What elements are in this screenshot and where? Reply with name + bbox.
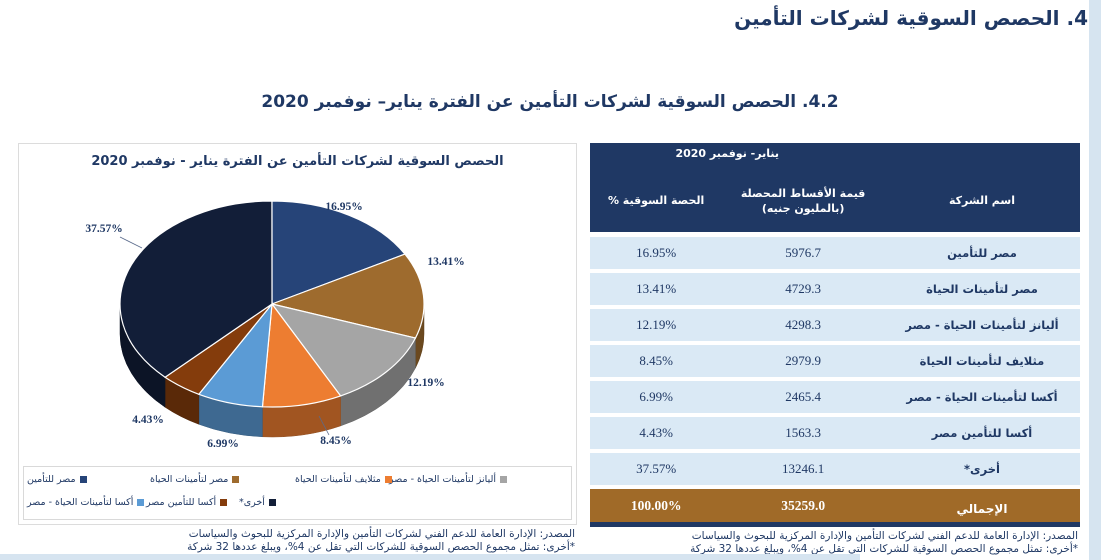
page-edge-strip-bottom bbox=[0, 554, 860, 560]
legend-color-swatch bbox=[268, 499, 276, 506]
cell-company: مثلايف لتأمينات الحياة bbox=[919, 354, 1045, 368]
chart-source-line: المصدر: الإدارة العامة للدعم الفني لشركا… bbox=[188, 528, 575, 540]
cell-premiums: 2979.9 bbox=[785, 353, 822, 368]
legend-label: مثلايف لتأمينات الحياة bbox=[295, 474, 381, 485]
legend-color-swatch bbox=[232, 476, 240, 483]
column-header-share: الحصة السوقية % bbox=[607, 194, 705, 207]
legend-label: أكسا لتأمينات الحياة - مصر bbox=[27, 497, 134, 508]
table-row: 4.43% 1563.3 أكسا للتأمين مصر bbox=[590, 417, 1080, 449]
legend-label: مصر لتأمينات الحياة bbox=[150, 474, 229, 485]
pie-slice bbox=[271, 200, 406, 305]
pie-data-label: 12.19% bbox=[407, 377, 444, 389]
table-row: 37.57% 13246.1 أخرى* bbox=[590, 453, 1080, 485]
pie-slice bbox=[270, 303, 417, 397]
cell-share: 13.41% bbox=[636, 281, 677, 296]
pie-data-label: 8.45% bbox=[320, 435, 352, 447]
table-header: يناير- نوفمبر 2020 الحصة السوقية % قيمة … bbox=[590, 143, 1080, 232]
legend-color-swatch bbox=[499, 476, 507, 483]
label-leader-line bbox=[318, 415, 330, 436]
column-header-company: اسم الشركة bbox=[948, 194, 1016, 207]
cell-company: مصر للتأمين bbox=[947, 246, 1017, 260]
cell-premiums: 1563.3 bbox=[785, 425, 822, 440]
market-share-pie-chart: 16.95% 13.41% 12.19% 8.45% 6.99% 4.43% 37.57% bbox=[85, 200, 465, 450]
table-row: 16.95% 5976.7 مصر للتأمين bbox=[590, 237, 1080, 269]
legend-item: مصر لتأمينات الحياة bbox=[150, 474, 240, 485]
cell-company: أكسا للتأمين مصر bbox=[931, 426, 1033, 440]
legend-item: مصر للتأمين bbox=[27, 474, 87, 485]
table-source-line: المصدر: الإدارة العامة للدعم الفني لشركا… bbox=[691, 530, 1078, 542]
cell-company: أخرى* bbox=[964, 462, 1000, 476]
legend-label: مصر للتأمين bbox=[27, 474, 76, 485]
legend-color-swatch bbox=[220, 499, 228, 506]
table-row: 8.45% 2979.9 مثلايف لتأمينات الحياة bbox=[590, 345, 1080, 377]
legend-color-swatch bbox=[137, 499, 145, 506]
cell-premiums: 13246.1 bbox=[782, 461, 825, 476]
cell-company: مصر لتأمينات الحياة bbox=[926, 282, 1038, 296]
cell-premiums: 2465.4 bbox=[785, 389, 822, 404]
label-leader-line bbox=[119, 236, 143, 249]
chart-legend: مصر للتأمين مصر لتأمينات الحياة أليانز لتأ… bbox=[23, 466, 572, 520]
legend-label: أليانز لتأمينات الحياة - مصر bbox=[389, 474, 496, 485]
legend-item: أخرى* bbox=[239, 497, 276, 508]
pie-data-label: 4.43% bbox=[132, 414, 164, 426]
cell-share: 12.19% bbox=[636, 317, 677, 332]
pie-slice bbox=[119, 200, 273, 378]
table-note-line: *أخرى: تمثل مجموع الحصص السوقية للشركات … bbox=[690, 543, 1078, 555]
pie-data-label: 6.99% bbox=[207, 438, 239, 450]
cell-premiums: 4729.3 bbox=[785, 281, 822, 296]
cell-share: 8.45% bbox=[639, 353, 673, 368]
page-edge-strip-right bbox=[1089, 0, 1101, 560]
total-premiums: 35259.0 bbox=[781, 497, 826, 513]
cell-share: 16.95% bbox=[636, 245, 677, 260]
subsection-heading: 4.2. الحصص السوقية لشركات التأمين عن الف… bbox=[261, 92, 839, 112]
table-body: 16.95% 5976.7 مصر للتأمين 13.41% 4729.3 مصر ل… bbox=[590, 237, 1080, 485]
total-share: 100.00% bbox=[630, 497, 682, 513]
legend-item: أكسا للتأمين مصر bbox=[146, 497, 228, 508]
legend-color-swatch bbox=[79, 476, 87, 483]
table-period-header: يناير- نوفمبر 2020 bbox=[675, 147, 779, 160]
total-label: الإجمالي bbox=[956, 501, 1008, 516]
pie-data-label: 37.57% bbox=[85, 223, 122, 235]
pie-chart-panel: 16.95% 13.41% 12.19% 8.45% 6.99% 4.43% 37.57% … bbox=[18, 143, 577, 525]
legend-item: مثلايف لتأمينات الحياة bbox=[295, 474, 392, 485]
legend-item: أليانز لتأمينات الحياة - مصر bbox=[389, 474, 507, 485]
chart-title: الحصص السوقية لشركات التأمين عن الفترة ي… bbox=[91, 154, 504, 169]
chart-note-line: *أخرى: تمثل مجموع الحصص السوقية للشركات … bbox=[187, 541, 575, 553]
table-footnotes: المصدر: الإدارة العامة للدعم الفني لشركا… bbox=[600, 530, 1078, 556]
pie-data-label: 16.95% bbox=[325, 201, 362, 213]
table-row: 13.41% 4729.3 مصر لتأمينات الحياة bbox=[590, 273, 1080, 305]
legend-color-swatch bbox=[384, 476, 392, 483]
legend-item: أكسا لتأمينات الحياة - مصر bbox=[27, 497, 145, 508]
cell-premiums: 4298.3 bbox=[785, 317, 822, 332]
table-row: 12.19% 4298.3 أليانز لتأمينات الحياة - مصر bbox=[590, 309, 1080, 341]
legend-label: أخرى* bbox=[239, 497, 265, 508]
pie-slice bbox=[269, 253, 425, 339]
pie-data-label: 13.41% bbox=[427, 256, 464, 268]
cell-company: أكسا لتأمينات الحياة - مصر bbox=[906, 390, 1058, 404]
cell-share: 37.57% bbox=[636, 461, 677, 476]
cell-share: 4.43% bbox=[639, 425, 673, 440]
column-header-premiums: قيمة الأقساط المحصلة (بالمليون جنيه) bbox=[740, 186, 866, 215]
market-share-table: يناير- نوفمبر 2020 الحصة السوقية % قيمة … bbox=[590, 143, 1080, 527]
table-total-row: 100.00% 35259.0 الإجمالي bbox=[590, 489, 1080, 527]
cell-premiums: 5976.7 bbox=[785, 245, 822, 260]
table-row: 6.99% 2465.4 أكسا لتأمينات الحياة - مصر bbox=[590, 381, 1080, 413]
chart-footnotes: المصدر: الإدارة العامة للدعم الفني لشركا… bbox=[20, 528, 575, 554]
cell-company: أليانز لتأمينات الحياة - مصر bbox=[905, 318, 1059, 332]
section-heading: 4. الحصص السوقية لشركات التأمين bbox=[734, 6, 1088, 30]
cell-share: 6.99% bbox=[639, 389, 673, 404]
legend-label: أكسا للتأمين مصر bbox=[146, 497, 217, 508]
